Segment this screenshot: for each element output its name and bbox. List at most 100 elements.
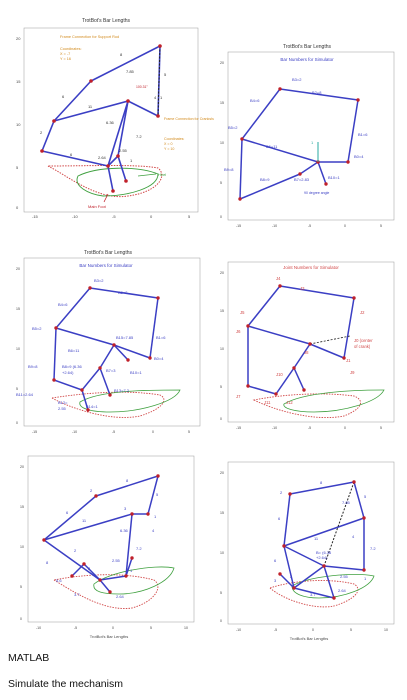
x-tick: -10: [272, 224, 277, 228]
x-tick: 5: [380, 426, 382, 430]
bar-label: 5: [164, 72, 167, 77]
bar-label: 2: [280, 490, 283, 495]
bar-label: 7.85: [342, 500, 351, 505]
bar-label: 5: [156, 492, 159, 497]
foot-path-green: [76, 167, 159, 197]
y-tick: 10: [220, 551, 224, 555]
bar-label: 2.64: [338, 588, 347, 593]
bar-label: 8: [120, 52, 123, 57]
x-tick: -10: [36, 626, 41, 630]
bar-number: B11=2.64: [16, 392, 34, 397]
x-tick: -15: [32, 430, 37, 434]
y-tick: 15: [20, 505, 24, 509]
bar-label: 2.64: [98, 155, 107, 160]
bar-number: B7=2.83: [294, 177, 310, 182]
bar-label: 2.64: [116, 594, 125, 599]
x-tick: 10: [384, 628, 388, 632]
joints: [40, 44, 162, 193]
joint-label: J3: [300, 286, 305, 291]
y-tick: 15: [16, 79, 21, 84]
joint-label: J1: [346, 358, 351, 363]
y-tick: 20: [16, 267, 20, 271]
x-tick: 5: [350, 628, 352, 632]
y-tick: 0: [220, 215, 222, 219]
bar-label: 2.55: [112, 558, 121, 563]
subtitle: Joint Numbers for Simulator: [283, 265, 339, 270]
bar-label: 8: [320, 480, 323, 485]
bar-label: 1: [364, 576, 367, 581]
foot-path-red: [50, 391, 165, 418]
bar-label: 4: [154, 95, 157, 100]
bar-label: +2.64): [316, 555, 328, 560]
bar-number: B7=3: [106, 368, 116, 373]
bar-number: B6=11: [68, 348, 80, 353]
joint-label: J7: [236, 394, 241, 399]
bar-label: 2.55: [119, 148, 128, 153]
linkage: [239, 88, 359, 200]
linkage: [53, 287, 159, 411]
y-tick: 20: [220, 471, 224, 475]
x-tick: 0: [344, 426, 346, 430]
y-tick: 15: [220, 309, 224, 313]
x-axis-label: TrotBot's Bar Lengths: [90, 634, 128, 639]
x-tick: 5: [380, 224, 382, 228]
bar-label: 7.2: [136, 546, 142, 551]
bar-label: 8: [46, 560, 49, 565]
x-tick: -5: [308, 224, 311, 228]
bar-number: B3=2: [94, 278, 104, 283]
x-tick: 0: [112, 626, 114, 630]
x-tick: 5: [150, 626, 152, 630]
y-tick: 5: [220, 591, 222, 595]
panel-bar-lengths: TrotBot's Bar Lengths 20 15 10 5 0 -15 -…: [8, 16, 217, 222]
annotation: Y = 10: [164, 147, 174, 151]
panel-title: TrotBot's Bar Lengths: [83, 250, 132, 256]
annotation: Frame Connection for Support Rod: [60, 35, 119, 39]
x-tick: 0: [312, 628, 314, 632]
y-tick: 5: [220, 385, 222, 389]
joint-label: of crank): [354, 344, 371, 349]
bar-label: 6: [70, 152, 73, 157]
bar-number: +2.64): [62, 370, 74, 375]
mechanism-diagram-5: 20 15 10 5 0 -10 -5 0 5 10 TrotBot's Bar…: [20, 455, 195, 639]
linkage: [43, 475, 159, 593]
y-tick: 0: [220, 417, 222, 421]
bar-number: B0=4: [154, 356, 164, 361]
y-tick: 0: [16, 421, 18, 425]
bar-label: 2: [290, 574, 293, 579]
x-tick: -5: [112, 214, 116, 219]
bar-label: 5: [364, 494, 367, 499]
bar-number: B2=8: [118, 290, 128, 295]
linkage: [279, 481, 365, 599]
x-tick: -15: [32, 214, 39, 219]
y-tick: 15: [220, 511, 224, 515]
annotation: X = 0: [164, 142, 173, 146]
y-tick: 0: [16, 205, 19, 210]
y-tick: 10: [16, 347, 20, 351]
bar-label: 6.36: [120, 528, 129, 533]
y-tick: 0: [20, 617, 22, 621]
arrow: [137, 173, 157, 177]
plot-frame: [27, 455, 195, 623]
bar-number: B0=4: [354, 154, 364, 159]
x-tick: -15: [236, 224, 241, 228]
annotation: Main Foot: [88, 204, 107, 209]
joints: [278, 480, 366, 600]
caption-task: Simulate the mechanism: [8, 678, 123, 690]
joints: [238, 87, 360, 201]
y-tick: 10: [220, 141, 224, 145]
linkage: [247, 285, 355, 395]
x-tick: 0: [150, 214, 153, 219]
plot-frame: [23, 27, 199, 213]
x-tick: 0: [344, 224, 346, 228]
y-tick: 20: [220, 271, 224, 275]
bar-label: 1: [160, 95, 163, 100]
joint-label: J0 (center: [354, 338, 373, 343]
x-tick: -5: [308, 426, 311, 430]
x-tick: -10: [236, 628, 241, 632]
subtitle: Bar Numbers for Simulator: [280, 57, 334, 62]
joint-label: J9: [350, 370, 355, 375]
plot-frame: [23, 257, 201, 427]
bar-label: 8: [126, 478, 129, 483]
panel-animation-frame-2: 20 15 10 5 0 -10 -5 0 5 10 TrotBot's Bar…: [214, 458, 400, 642]
bar-number: B8=9: [260, 177, 270, 182]
